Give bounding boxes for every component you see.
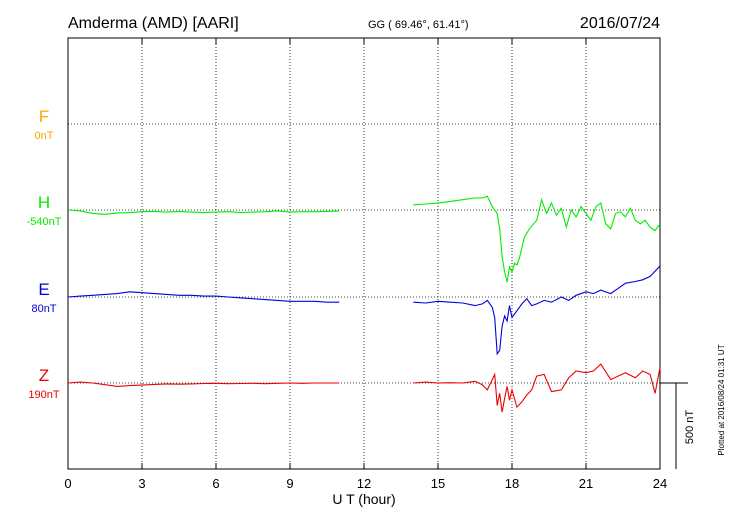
series-line-z — [67, 363, 661, 413]
series-lines — [67, 195, 661, 413]
coordinates-label: GG ( 69.46°, 61.41°) — [368, 19, 469, 31]
series-labels: F 0nT H -540nT E 80nT Z 190nT — [27, 107, 62, 401]
x-tick-label: 21 — [579, 476, 593, 491]
x-tick-label: 18 — [505, 476, 519, 491]
x-axis-ticks: 0 3 6 9 12 15 18 21 24 — [64, 38, 667, 491]
x-axis-label: U T (hour) — [332, 491, 395, 507]
series-baseline-label: 190nT — [28, 389, 59, 401]
scale-bar: 500 nT — [660, 382, 696, 469]
series-baseline-label: 0nT — [35, 130, 54, 142]
x-tick-label: 24 — [653, 476, 667, 491]
series-name-label: H — [38, 193, 50, 212]
x-tick-label: 3 — [138, 476, 145, 491]
series-line-h — [67, 195, 661, 283]
x-tick-label: 15 — [431, 476, 445, 491]
x-tick-label: 9 — [286, 476, 293, 491]
series-baseline-label: 80nT — [31, 303, 56, 315]
x-tick-label: 0 — [64, 476, 71, 491]
series-name-label: F — [39, 107, 49, 126]
x-tick-label: 12 — [357, 476, 371, 491]
grid-lines — [68, 38, 660, 469]
scale-bar-label: 500 nT — [684, 410, 696, 445]
station-title: Amderma (AMD) [AARI] — [68, 15, 239, 32]
date-label: 2016/07/24 — [580, 15, 660, 32]
series-name-label: E — [38, 280, 49, 299]
x-tick-label: 6 — [212, 476, 219, 491]
plotted-timestamp: Plotted at 2016/08/24 01:31 UT — [717, 344, 726, 455]
series-baseline-label: -540nT — [27, 216, 62, 228]
series-line-e — [67, 265, 661, 356]
series-name-label: Z — [39, 366, 49, 385]
